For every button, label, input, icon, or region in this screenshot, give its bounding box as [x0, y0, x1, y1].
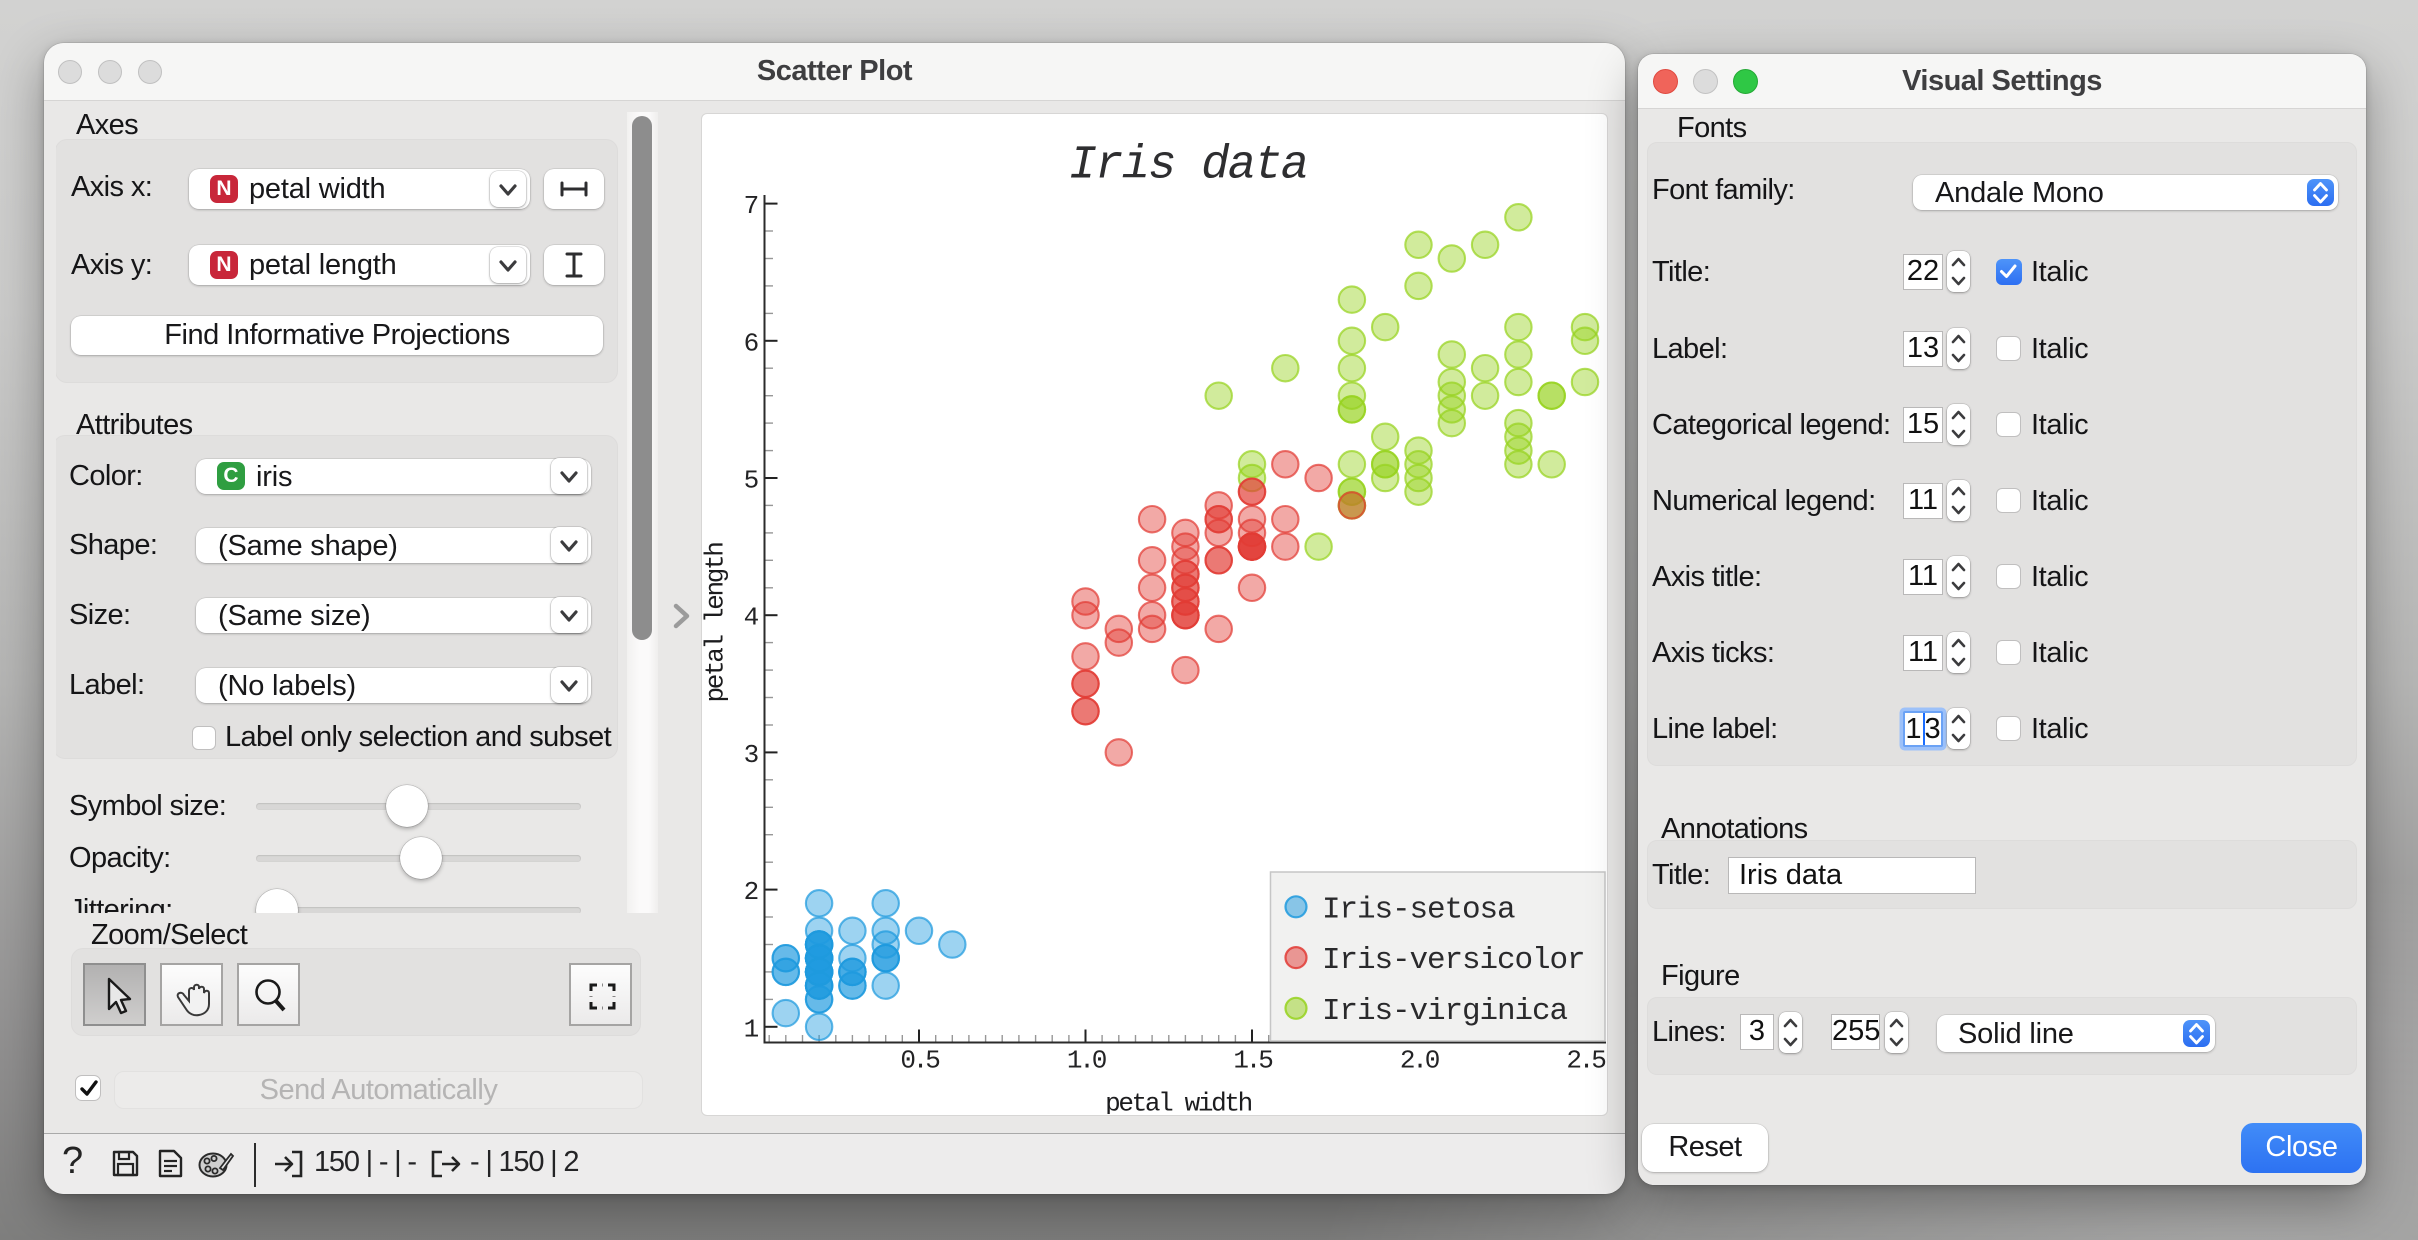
- svg-text:1.5: 1.5: [1233, 1046, 1272, 1076]
- svg-text:5: 5: [744, 466, 758, 496]
- svg-text:2: 2: [744, 877, 758, 907]
- svg-text:1.0: 1.0: [1067, 1046, 1106, 1076]
- svg-text:Iris-versicolor: Iris-versicolor: [1322, 943, 1585, 978]
- svg-text:3: 3: [744, 740, 758, 770]
- svg-text:7: 7: [744, 191, 758, 221]
- svg-text:4: 4: [744, 603, 759, 633]
- svg-text:6: 6: [744, 328, 758, 358]
- svg-text:1: 1: [744, 1014, 759, 1044]
- svg-text:Iris-virginica: Iris-virginica: [1322, 994, 1568, 1029]
- svg-text:Iris-setosa: Iris-setosa: [1322, 892, 1515, 927]
- svg-text:petal width: petal width: [1105, 1089, 1252, 1115]
- svg-text:petal length: petal length: [702, 543, 731, 703]
- svg-text:Iris data: Iris data: [1069, 140, 1308, 193]
- svg-text:0.5: 0.5: [900, 1046, 939, 1076]
- svg-text:2.5: 2.5: [1566, 1046, 1605, 1076]
- svg-text:2.0: 2.0: [1400, 1046, 1439, 1076]
